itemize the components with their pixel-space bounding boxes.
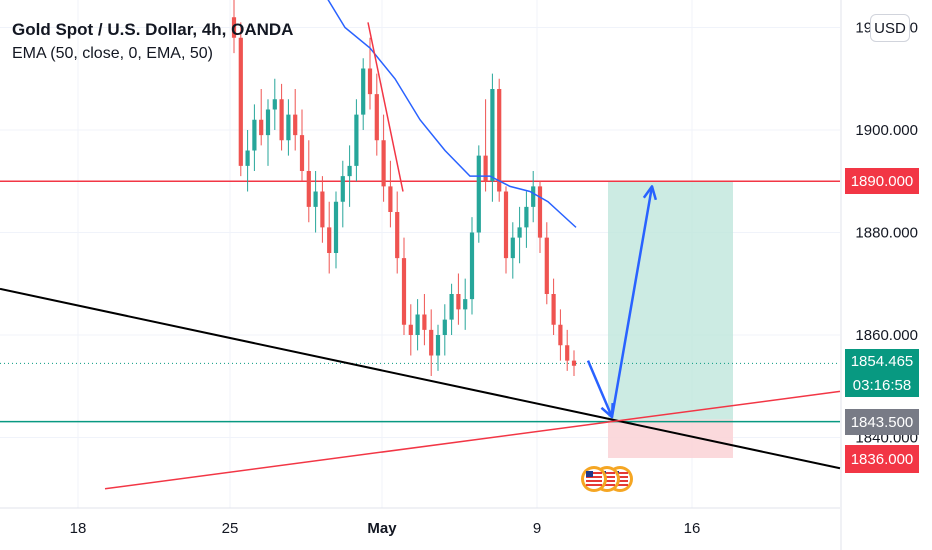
economic-event-icons: [581, 466, 633, 492]
stop-price-tag: 1836.000: [845, 445, 919, 473]
projection-arrows: [586, 185, 658, 419]
candle-body: [510, 237, 515, 259]
candle-body: [435, 335, 441, 356]
candle-body: [367, 68, 373, 95]
candle-body: [306, 171, 311, 207]
event-flag-1-stripe: [586, 480, 602, 482]
arrow-head-down: [600, 402, 614, 419]
ema-line: [327, 0, 577, 228]
candle-body: [265, 109, 271, 136]
event-flag-2-stripe: [599, 484, 615, 486]
event-flag-3-stripe: [612, 472, 628, 474]
candle-body: [388, 186, 393, 212]
event-flag-3-stripe: [612, 476, 628, 478]
candle-body: [537, 186, 543, 238]
indicator-label[interactable]: EMA (50, close, 0, EMA, 50): [12, 45, 213, 62]
candle-body: [245, 150, 250, 166]
event-flag-1-stripe: [586, 472, 602, 474]
candle-body: [524, 206, 529, 228]
candle-body: [374, 94, 379, 141]
entry-price-tag: 1843.500: [845, 409, 919, 435]
time-tick-label: 18: [70, 520, 87, 537]
event-flag-2-stripe: [599, 476, 615, 478]
price-tick-label: 1860.000: [855, 327, 918, 344]
candle-body: [449, 294, 454, 320]
candle-body: [313, 191, 318, 207]
chart-legend: Gold Spot / U.S. Dollar, 4h, OANDA EMA (…: [12, 18, 293, 66]
event-flag-1-canton: [586, 471, 593, 477]
candle-body: [422, 314, 427, 330]
candle-body: [286, 114, 291, 141]
current-price-tag: 1854.465: [845, 349, 919, 373]
candle-body: [531, 186, 536, 207]
candle-body: [429, 329, 434, 356]
candle-body: [463, 299, 468, 310]
currency-button[interactable]: USD: [870, 14, 910, 42]
target-price-tag: 1890.000: [845, 168, 919, 194]
time-tick-label: May: [367, 520, 397, 537]
candle-body: [347, 165, 352, 177]
price-tick-label: 1900.000: [855, 122, 918, 139]
candle-body: [333, 201, 339, 253]
profit-zone: [608, 181, 733, 420]
candle-body: [340, 176, 345, 202]
candle-body: [279, 99, 284, 141]
candle-body: [395, 212, 400, 259]
event-flag-3-stripe: [612, 484, 628, 486]
position-zones: [608, 181, 733, 458]
candle-body: [476, 155, 481, 233]
candle-body: [327, 227, 332, 253]
candle-body: [517, 227, 522, 238]
candle-body: [497, 89, 502, 192]
candle-body: [259, 119, 264, 136]
candle-body: [551, 294, 556, 325]
candle-body: [299, 135, 305, 171]
candle-body: [408, 324, 413, 335]
ema-series: [327, 0, 577, 228]
trendlines: [0, 22, 841, 490]
loss-zone: [608, 419, 733, 458]
candle-body: [293, 114, 298, 136]
candle-body: [469, 232, 475, 300]
event-flag-1-stripe: [586, 484, 602, 486]
time-tick-label: 9: [533, 520, 541, 537]
candle-body: [272, 99, 277, 110]
candle-body: [381, 140, 386, 187]
trendline-red-ascending: [104, 390, 841, 490]
candle-body: [401, 258, 407, 325]
candle-body: [415, 314, 420, 335]
event-flag-2-stripe: [599, 472, 615, 474]
candle-body: [565, 345, 570, 361]
candle-body: [483, 155, 488, 182]
candle-body: [238, 37, 243, 166]
event-flag-1-stripe: [586, 476, 602, 478]
trendline-red-local: [367, 22, 404, 192]
event-flag-2-stripe: [599, 480, 615, 482]
candle-body: [361, 68, 366, 115]
time-tick-label: 16: [684, 520, 701, 537]
event-flag-3-stripe: [612, 480, 628, 482]
horizontal-lines: [0, 180, 840, 423]
candle-body: [558, 324, 563, 346]
price-tick-label: 1880.000: [855, 225, 918, 242]
candle-body: [571, 360, 577, 366]
candle-body: [354, 114, 359, 166]
candle-body: [252, 119, 257, 151]
candle-body: [442, 319, 447, 335]
candle-body: [503, 191, 509, 259]
candlestick-series: [231, 0, 577, 376]
symbol-title[interactable]: Gold Spot / U.S. Dollar, 4h, OANDA: [12, 20, 294, 39]
countdown-tag: 03:16:58: [845, 373, 919, 397]
candle-body: [320, 191, 325, 228]
candle-body: [456, 294, 461, 310]
time-tick-label: 25: [222, 520, 239, 537]
trendline-black-descending: [0, 287, 841, 470]
candle-body: [490, 89, 495, 182]
candle-body: [544, 237, 549, 294]
candle-body: [231, 17, 237, 38]
arrow-head-up: [642, 185, 658, 201]
